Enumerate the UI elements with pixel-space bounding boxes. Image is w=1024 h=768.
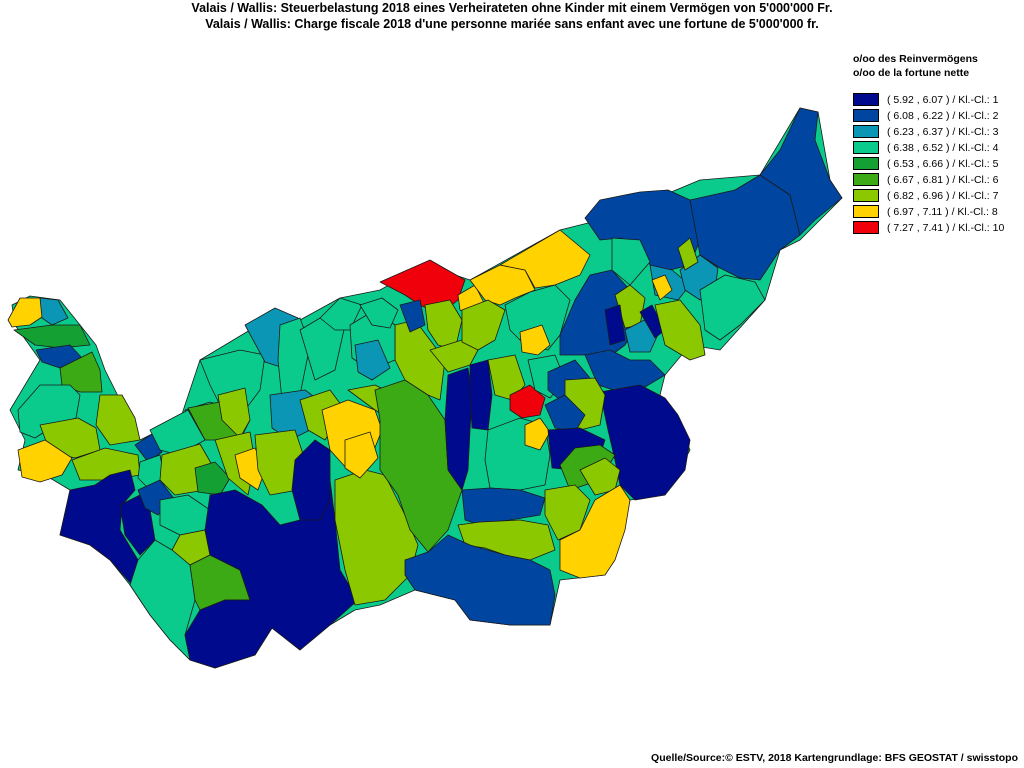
commune-region-e15 — [759, 107, 843, 236]
commune-region-se5 — [544, 394, 586, 433]
commune-region-e12 — [699, 274, 766, 341]
commune-region-sw11 — [344, 431, 379, 479]
legend-item: ( 6.82 , 6.96 ) / Kl.-Cl.: 7 — [853, 188, 1024, 204]
legend-label: ( 6.97 , 7.11 ) / Kl.-Cl.: 8 — [887, 206, 998, 218]
commune-region-m11 — [469, 359, 493, 431]
commune-region-w9 — [17, 439, 73, 483]
commune-region-e5 — [651, 274, 673, 301]
commune-region-m15 — [461, 299, 506, 351]
legend-swatch — [853, 205, 879, 218]
commune-region-se1 — [584, 349, 666, 393]
commune-region-e13 — [677, 237, 699, 271]
commune-region-e3 — [611, 237, 651, 286]
legend-list: ( 5.92 , 6.07 ) / Kl.-Cl.: 1 ( 6.08 , 6.2… — [853, 92, 1024, 236]
legend-label: ( 6.82 , 6.96 ) / Kl.-Cl.: 7 — [887, 190, 999, 202]
legend-item: ( 6.08 , 6.22 ) / Kl.-Cl.: 2 — [853, 108, 1024, 124]
commune-region-m7 — [399, 299, 426, 333]
commune-region-c1 — [199, 349, 266, 411]
commune-region-m23 — [461, 487, 546, 526]
legend-label: ( 6.67 , 6.81 ) / Kl.-Cl.: 6 — [887, 174, 999, 186]
legend-item: ( 6.53 , 6.66 ) / Kl.-Cl.: 5 — [853, 156, 1024, 172]
legend-item: ( 6.97 , 7.11 ) / Kl.-Cl.: 8 — [853, 204, 1024, 220]
legend-label: ( 6.23 , 6.37 ) / Kl.-Cl.: 3 — [887, 126, 999, 138]
legend-swatch — [853, 93, 879, 106]
legend-swatch — [853, 125, 879, 138]
commune-region-c14 — [299, 317, 346, 381]
legend-title-fr: o/oo de la fortune nette — [853, 67, 970, 79]
commune-region-w2 — [39, 297, 69, 326]
commune-region-c8 — [194, 461, 231, 496]
commune-region-c5 — [217, 387, 251, 439]
commune-region-w3 — [13, 324, 91, 349]
commune-region-c15 — [319, 297, 363, 331]
legend-swatch — [853, 173, 879, 186]
legend-swatch — [853, 141, 879, 154]
legend-item: ( 6.38 , 6.52 ) / Kl.-Cl.: 4 — [853, 140, 1024, 156]
commune-region-m4 — [354, 339, 391, 381]
legend-item: ( 7.27 , 7.41 ) / Kl.-Cl.: 10 — [853, 220, 1024, 236]
legend-label: ( 6.53 , 6.66 ) / Kl.-Cl.: 5 — [887, 158, 999, 170]
map-title-fr: Valais / Wallis: Charge fiscale 2018 d'u… — [205, 17, 819, 31]
commune-region-w7 — [95, 394, 141, 446]
legend-label: ( 5.92 , 6.07 ) / Kl.-Cl.: 1 — [887, 94, 999, 106]
legend-label: ( 7.27 , 7.41 ) / Kl.-Cl.: 10 — [887, 222, 1005, 234]
legend-label: ( 6.08 , 6.22 ) / Kl.-Cl.: 2 — [887, 110, 999, 122]
legend-item: ( 6.23 , 6.37 ) / Kl.-Cl.: 3 — [853, 124, 1024, 140]
legend-label: ( 6.38 , 6.52 ) / Kl.-Cl.: 4 — [887, 142, 999, 154]
legend-swatch — [853, 221, 879, 234]
commune-region-m25 — [404, 534, 556, 626]
commune-region-e10 — [654, 299, 706, 361]
legend-item: ( 5.92 , 6.07 ) / Kl.-Cl.: 1 — [853, 92, 1024, 108]
legend-swatch — [853, 189, 879, 202]
legend-item: ( 6.67 , 6.81 ) / Kl.-Cl.: 6 — [853, 172, 1024, 188]
commune-region-e7 — [604, 304, 626, 346]
commune-region-m17 — [519, 324, 551, 356]
commune-region-m10 — [444, 367, 473, 491]
legend-swatch — [853, 109, 879, 122]
commune-region-m5 — [359, 297, 399, 329]
legend-swatch — [853, 157, 879, 170]
commune-region-e14 — [689, 174, 801, 281]
source-credit: Quelle/Source:© ESTV, 2018 Kartengrundla… — [651, 752, 1018, 764]
commune-region-m19 — [509, 384, 546, 419]
map-title-de: Valais / Wallis: Steuerbelastung 2018 ei… — [191, 1, 833, 15]
legend: o/oo des Reinvermögens o/oo de la fortun… — [853, 52, 1024, 236]
commune-region-sw9 — [291, 439, 331, 521]
commune-region-se8 — [579, 457, 621, 496]
legend-title-de: o/oo des Reinvermögens — [853, 53, 978, 65]
commune-region-m22 — [524, 417, 551, 451]
commune-region-se10 — [559, 484, 631, 579]
commune-region-m14 — [499, 229, 591, 289]
commune-region-m9 — [429, 339, 479, 373]
